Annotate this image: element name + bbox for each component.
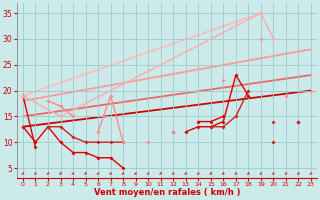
X-axis label: Vent moyen/en rafales ( km/h ): Vent moyen/en rafales ( km/h ) [94, 188, 240, 197]
